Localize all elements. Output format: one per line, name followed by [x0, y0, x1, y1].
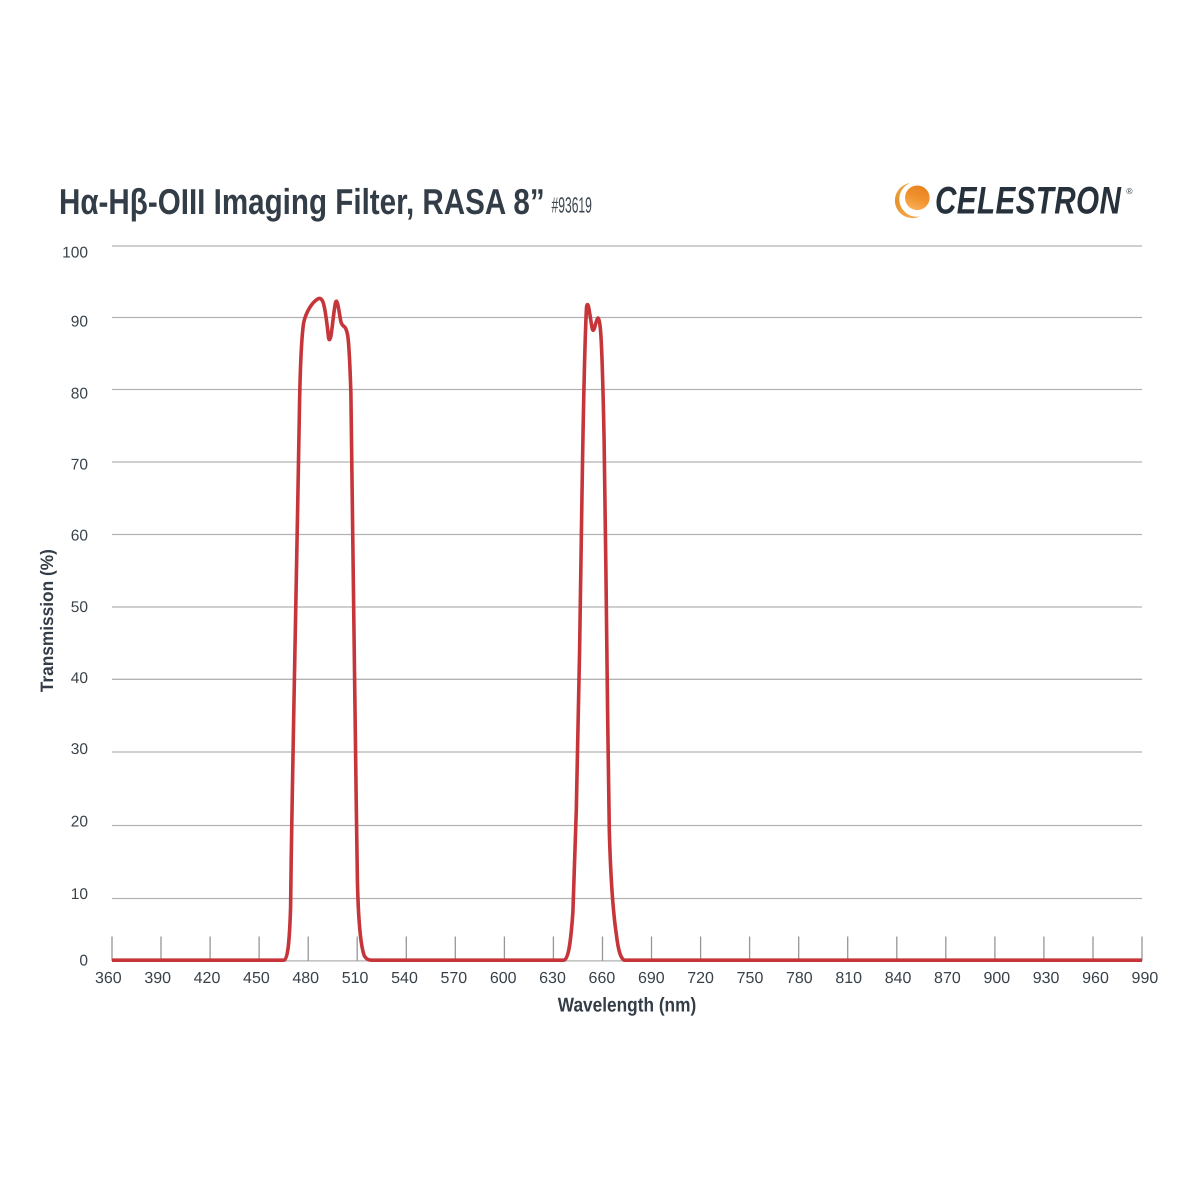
svg-text:840: 840	[885, 970, 912, 987]
svg-text:630: 630	[539, 970, 566, 987]
svg-text:CELESTRON: CELESTRON	[935, 180, 1122, 223]
svg-text:870: 870	[934, 970, 961, 987]
svg-text:10: 10	[71, 886, 89, 903]
svg-text:50: 50	[71, 599, 89, 616]
svg-text:660: 660	[589, 970, 616, 987]
svg-text:600: 600	[490, 970, 517, 987]
svg-text:420: 420	[194, 970, 221, 987]
svg-text:80: 80	[71, 385, 89, 402]
svg-text:Wavelength (nm): Wavelength (nm)	[558, 995, 696, 1017]
svg-text:40: 40	[71, 670, 89, 687]
svg-text:960: 960	[1082, 970, 1109, 987]
svg-text:#93619: #93619	[552, 193, 592, 218]
svg-text:60: 60	[71, 528, 89, 545]
svg-text:360: 360	[95, 970, 122, 987]
svg-text:780: 780	[786, 970, 813, 987]
svg-text:Hα-Hβ-OIII Imaging Filter, RAS: Hα-Hβ-OIII Imaging Filter, RASA 8”	[59, 181, 545, 222]
svg-text:720: 720	[687, 970, 714, 987]
svg-text:100: 100	[62, 244, 88, 261]
svg-text:930: 930	[1033, 970, 1060, 987]
svg-text:Transmission (%): Transmission (%)	[37, 549, 57, 692]
svg-text:810: 810	[835, 970, 862, 987]
svg-text:450: 450	[243, 970, 270, 987]
svg-text:510: 510	[342, 970, 369, 987]
svg-text:690: 690	[638, 970, 665, 987]
svg-text:90: 90	[71, 313, 89, 330]
svg-text:20: 20	[71, 813, 89, 830]
svg-text:®: ®	[1126, 186, 1133, 196]
svg-text:0: 0	[79, 952, 88, 969]
svg-text:540: 540	[391, 970, 418, 987]
svg-text:900: 900	[983, 970, 1010, 987]
svg-text:390: 390	[144, 970, 171, 987]
svg-text:70: 70	[71, 457, 89, 474]
svg-text:750: 750	[737, 970, 764, 987]
svg-text:570: 570	[440, 970, 467, 987]
svg-text:30: 30	[71, 741, 89, 758]
svg-text:990: 990	[1132, 970, 1159, 987]
svg-text:480: 480	[292, 970, 319, 987]
